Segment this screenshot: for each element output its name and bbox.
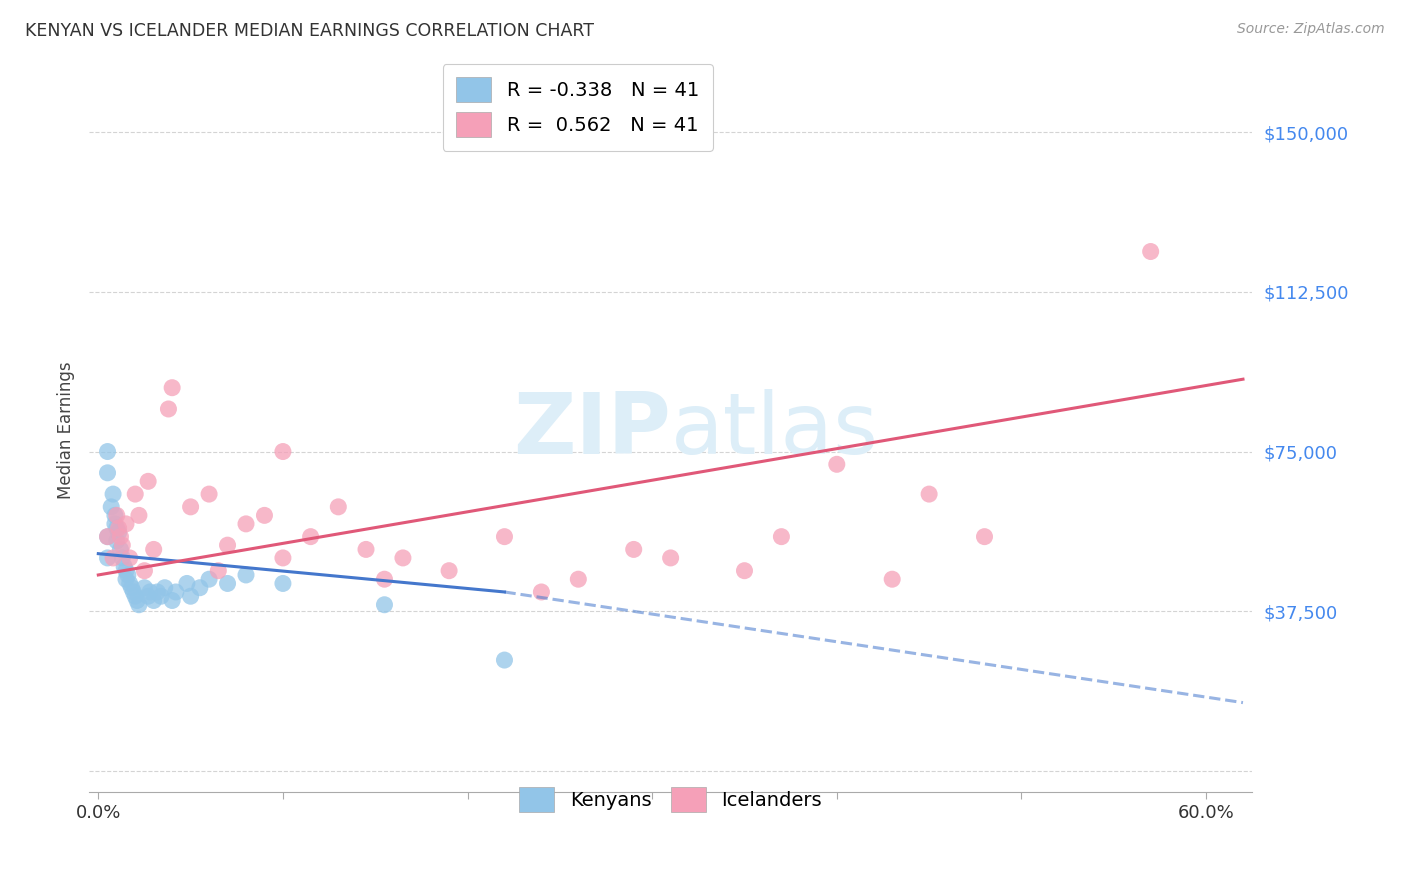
Point — [354, 542, 377, 557]
Point — [530, 585, 553, 599]
Point — [128, 508, 150, 523]
Point — [882, 572, 904, 586]
Legend: Kenyans, Icelanders: Kenyans, Icelanders — [506, 773, 835, 826]
Point — [118, 576, 141, 591]
Point — [107, 525, 129, 540]
Point — [104, 508, 127, 523]
Point — [115, 564, 138, 578]
Point — [734, 564, 756, 578]
Point — [918, 487, 941, 501]
Point — [235, 516, 257, 531]
Point — [198, 487, 221, 501]
Point — [567, 572, 589, 586]
Point — [105, 508, 128, 523]
Point — [494, 653, 516, 667]
Point — [96, 444, 118, 458]
Point — [217, 576, 239, 591]
Point — [96, 530, 118, 544]
Point — [973, 530, 995, 544]
Point — [494, 530, 516, 544]
Point — [96, 466, 118, 480]
Point — [124, 589, 146, 603]
Point — [180, 589, 202, 603]
Point — [136, 589, 159, 603]
Point — [165, 585, 187, 599]
Point — [121, 581, 143, 595]
Text: Source: ZipAtlas.com: Source: ZipAtlas.com — [1237, 22, 1385, 37]
Point — [271, 576, 294, 591]
Text: KENYAN VS ICELANDER MEDIAN EARNINGS CORRELATION CHART: KENYAN VS ICELANDER MEDIAN EARNINGS CORR… — [25, 22, 595, 40]
Point — [373, 598, 395, 612]
Point — [160, 593, 183, 607]
Point — [115, 516, 138, 531]
Point — [373, 572, 395, 586]
Point — [101, 487, 124, 501]
Point — [111, 550, 134, 565]
Point — [770, 530, 793, 544]
Point — [142, 593, 165, 607]
Point — [150, 589, 173, 603]
Point — [146, 585, 169, 599]
Point — [437, 564, 460, 578]
Point — [271, 550, 294, 565]
Point — [139, 585, 162, 599]
Point — [253, 508, 276, 523]
Point — [122, 585, 145, 599]
Point — [825, 458, 848, 472]
Point — [96, 550, 118, 565]
Point — [659, 550, 682, 565]
Point — [110, 542, 132, 557]
Text: ZIP: ZIP — [513, 389, 671, 472]
Point — [112, 559, 135, 574]
Point — [117, 568, 139, 582]
Point — [96, 530, 118, 544]
Point — [142, 542, 165, 557]
Point — [101, 550, 124, 565]
Point — [160, 381, 183, 395]
Point — [217, 538, 239, 552]
Point — [100, 500, 122, 514]
Point — [153, 581, 176, 595]
Point — [118, 550, 141, 565]
Point — [124, 487, 146, 501]
Point — [235, 568, 257, 582]
Point — [207, 564, 229, 578]
Point — [115, 572, 138, 586]
Point — [104, 516, 127, 531]
Point — [623, 542, 645, 557]
Point — [105, 533, 128, 548]
Point — [110, 530, 132, 544]
Point — [134, 564, 156, 578]
Point — [136, 475, 159, 489]
Point — [198, 572, 221, 586]
Point — [188, 581, 211, 595]
Point — [111, 538, 134, 552]
Y-axis label: Median Earnings: Median Earnings — [58, 361, 75, 499]
Point — [176, 576, 198, 591]
Point — [157, 401, 180, 416]
Point — [125, 593, 148, 607]
Point — [134, 581, 156, 595]
Point — [271, 444, 294, 458]
Point — [1139, 244, 1161, 259]
Point — [328, 500, 350, 514]
Point — [392, 550, 415, 565]
Text: atlas: atlas — [671, 389, 879, 472]
Point — [180, 500, 202, 514]
Point — [128, 598, 150, 612]
Point — [105, 521, 128, 535]
Point — [299, 530, 322, 544]
Point — [107, 521, 129, 535]
